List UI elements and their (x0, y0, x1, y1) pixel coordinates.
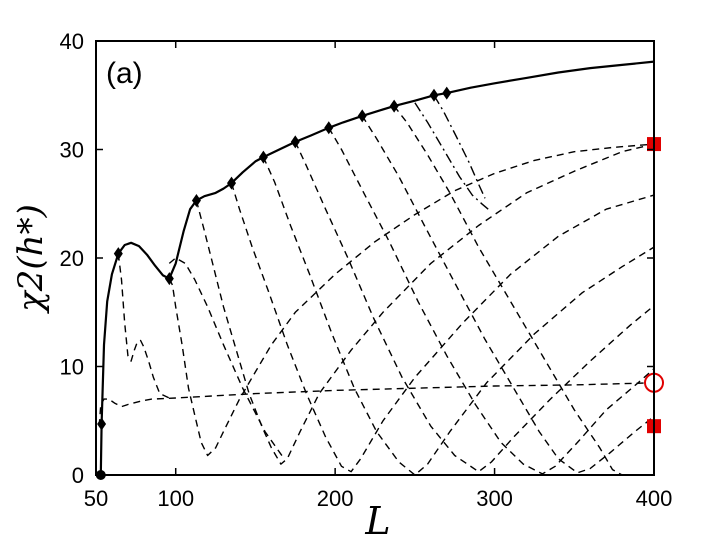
diamond-marker-8 (324, 121, 334, 135)
y-tick-label-20: 20 (60, 246, 84, 271)
series-line-10 (328, 127, 655, 475)
diamond-marker-3 (164, 272, 174, 286)
series-line-14 (433, 94, 486, 199)
series-line-7 (230, 182, 655, 473)
diamond-marker-12 (442, 86, 452, 100)
x-axis-title: L (364, 499, 390, 542)
series-line-5 (195, 143, 655, 465)
y-tick-label-30: 30 (60, 138, 84, 163)
diamond-marker-11 (429, 88, 439, 102)
series-line-11 (361, 115, 655, 474)
series-line-6 (168, 257, 285, 460)
ticks-layer: 50 100 200 300 400 0 10 20 30 40 (60, 29, 673, 511)
x-tick-label-200: 200 (317, 486, 354, 511)
series-line-13 (414, 102, 489, 210)
diamond-marker-6 (258, 150, 268, 164)
y-tick-label-40: 40 (60, 29, 84, 54)
x-tick-label-100: 100 (157, 486, 194, 511)
diamond-marker-5 (227, 176, 237, 190)
diamond-marker-1 (97, 417, 107, 431)
series-line-2 (98, 382, 655, 427)
panel-label: (a) (106, 57, 143, 90)
diamond-marker-2 (113, 247, 123, 261)
diamond-marker-7 (290, 135, 300, 149)
diamond-marker-4 (191, 193, 201, 207)
y-tick-label-0: 0 (72, 463, 84, 488)
x-tick-label-50: 50 (84, 486, 108, 511)
series-line-9 (294, 141, 655, 473)
y-tick-label-10: 10 (60, 355, 84, 380)
series-line-4 (168, 143, 655, 457)
series-line-8 (262, 156, 655, 476)
x-tick-label-300: 300 (476, 486, 513, 511)
series-line-12 (393, 105, 623, 476)
y-axis-title: χ2(h*) (11, 204, 51, 314)
diamond-marker-10 (389, 99, 399, 113)
markers-layer (95, 86, 664, 480)
series-line-3 (117, 253, 170, 399)
x-tick-label-400: 400 (636, 486, 673, 511)
curves-layer (98, 60, 655, 476)
plot-frame (95, 40, 655, 476)
diamond-marker-9 (357, 109, 367, 123)
series-line-1 (99, 60, 655, 476)
